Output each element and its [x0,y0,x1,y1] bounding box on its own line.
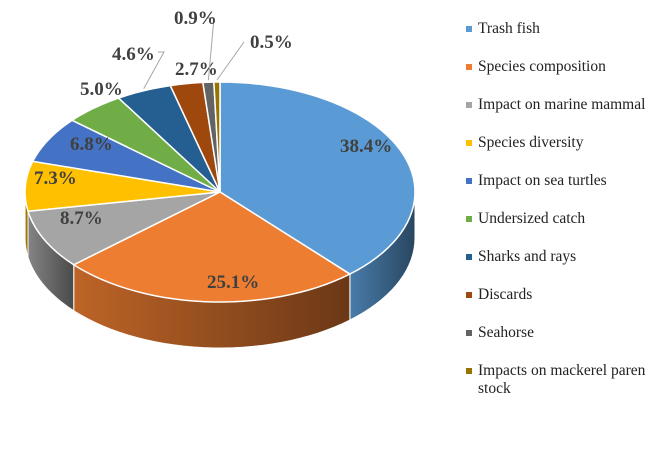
legend-item: Species diversity [462,134,650,172]
legend-label: Seahorse [478,324,534,341]
legend-label: Discards [478,286,533,303]
legend-label: Species diversity [478,134,584,151]
data-label: 7.3% [34,168,77,189]
legend-label: Sharks and rays [478,248,577,265]
pie-slice [72,191,352,303]
legend-swatch [466,368,472,374]
legend-label: Species composition [478,58,606,75]
legend-label: Impact on marine mammal [478,96,646,113]
legend-label: Trash fish [478,20,540,37]
legend-item: Species composition [462,58,650,96]
legend-swatch [466,140,472,146]
legend-swatch [466,292,472,298]
pie-slice [219,81,416,275]
legend-swatch [466,64,472,70]
leader-line [143,51,165,90]
pie-slice [213,81,221,193]
legend-item: Sharks and rays [462,248,650,286]
legend-item: Impacts on mackerel paren stock [462,362,650,400]
legend-swatch [466,330,472,336]
legend-label: Impact on sea turtles [478,172,607,189]
legend-swatch [466,26,472,32]
legend-label: Undersized catch [478,210,586,227]
data-label: 8.7% [60,208,103,229]
pie-top [24,81,416,303]
legend-item: Impact on marine mammal [462,96,650,134]
legend-item: Trash fish [462,20,650,58]
pie-slice [31,119,221,193]
leader-line [216,41,245,81]
legend-item: Undersized catch [462,210,650,248]
legend-swatch [466,254,472,260]
leader-line [207,17,215,81]
data-label: 4.6% [112,44,155,65]
data-label: 0.9% [174,8,217,29]
data-label: 38.4% [340,136,392,157]
pie-slice [26,191,221,266]
legend-item: Seahorse [462,324,650,362]
legend-item: Discards [462,286,650,324]
pie-slice [70,97,221,193]
pie-slice [117,84,221,193]
pie-side-walls [24,191,416,349]
legend: Trash fish Species composition Impact on… [462,20,650,400]
data-label: 2.7% [175,59,218,80]
data-label: 6.8% [70,134,113,155]
data-label: 25.1% [207,272,259,293]
pie-slice [24,160,221,213]
pie-chart: 38.4% 25.1% 8.7% 7.3% 6.8% 5.0% 4.6% 2.7% 0.9% 0.… [24,8,416,349]
legend-swatch [466,102,472,108]
legend-item: Impact on sea turtles [462,172,650,210]
data-label: 0.5% [250,32,293,53]
data-label: 5.0% [80,79,123,100]
legend-swatch [466,178,472,184]
legend-label: Impacts on mackerel paren stock [478,362,646,397]
legend-swatch [466,216,472,222]
